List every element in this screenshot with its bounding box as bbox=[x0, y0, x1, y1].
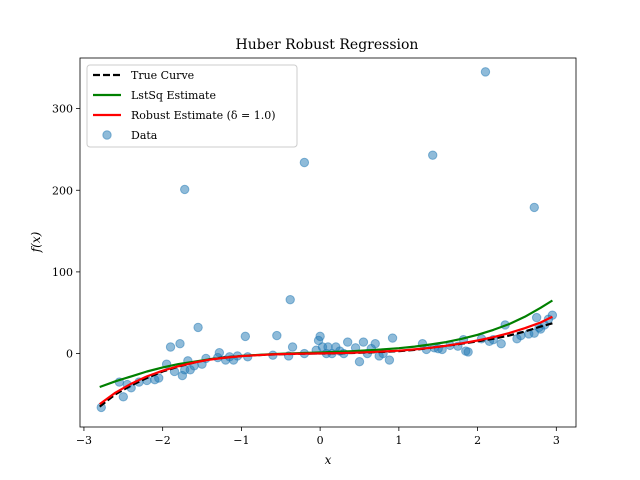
data-point bbox=[240, 331, 251, 342]
data-point bbox=[214, 348, 225, 358]
data-point bbox=[180, 184, 190, 195]
robust-estimate-1-0-line bbox=[99, 315, 553, 405]
data-point bbox=[428, 150, 438, 160]
data-point bbox=[358, 337, 369, 347]
y-axis-ticks: 0 100 200 300 bbox=[52, 103, 80, 361]
x-tick-label: 2 bbox=[474, 434, 481, 447]
data-point bbox=[370, 339, 380, 349]
data-point bbox=[315, 331, 325, 342]
data-point bbox=[285, 294, 295, 305]
x-tick-label: −1 bbox=[233, 434, 249, 447]
x-tick-label: 1 bbox=[395, 434, 402, 447]
legend: True Curve LstSq Estimate Robust Estimate … bbox=[86, 64, 298, 148]
data-point bbox=[496, 339, 506, 349]
chart-title: Huber Robust Regression bbox=[236, 37, 419, 53]
data-point bbox=[193, 322, 203, 333]
x-axis-label: x bbox=[325, 453, 332, 467]
legend-box bbox=[86, 64, 298, 148]
plot-area bbox=[79, 57, 577, 428]
data-point bbox=[387, 333, 398, 343]
legend-label-robust-estimate-1-0: Robust Estimate (δ = 1.0) bbox=[131, 109, 276, 122]
x-tick-label: 3 bbox=[553, 434, 560, 447]
legend-swatch-data bbox=[102, 130, 112, 140]
data-point bbox=[299, 157, 310, 168]
data-point bbox=[272, 330, 282, 341]
y-tick-label: 100 bbox=[52, 266, 73, 279]
legend-label-lstsq-estimate: LstSq Estimate bbox=[131, 89, 216, 102]
data-point bbox=[463, 347, 473, 357]
x-tick-label: −2 bbox=[155, 434, 171, 447]
y-tick-label: 200 bbox=[52, 184, 73, 197]
axes-frame bbox=[79, 57, 577, 428]
x-tick-label: −3 bbox=[76, 434, 92, 447]
y-tick-label: 0 bbox=[66, 348, 73, 361]
data-point bbox=[154, 373, 164, 383]
data-point bbox=[384, 355, 395, 365]
data-point bbox=[531, 312, 542, 323]
x-axis-ticks: −3 −2 −1 0 1 2 3 bbox=[76, 427, 560, 447]
series-layer bbox=[96, 67, 558, 413]
y-tick-label: 300 bbox=[52, 103, 73, 116]
legend-label-data: Data bbox=[131, 129, 158, 142]
data-point bbox=[287, 342, 298, 352]
x-tick-label: 0 bbox=[317, 434, 324, 447]
data-point bbox=[354, 356, 365, 367]
data-point bbox=[118, 392, 129, 402]
data-point bbox=[480, 67, 491, 77]
legend-entries: True Curve LstSq Estimate Robust Estimate … bbox=[93, 69, 276, 142]
y-axis-label: f(x) bbox=[29, 231, 43, 253]
legend-label-true-curve: True Curve bbox=[131, 69, 194, 82]
data-point bbox=[342, 337, 353, 347]
data-point bbox=[165, 342, 176, 352]
data-point bbox=[175, 339, 185, 349]
data-point bbox=[529, 202, 539, 213]
